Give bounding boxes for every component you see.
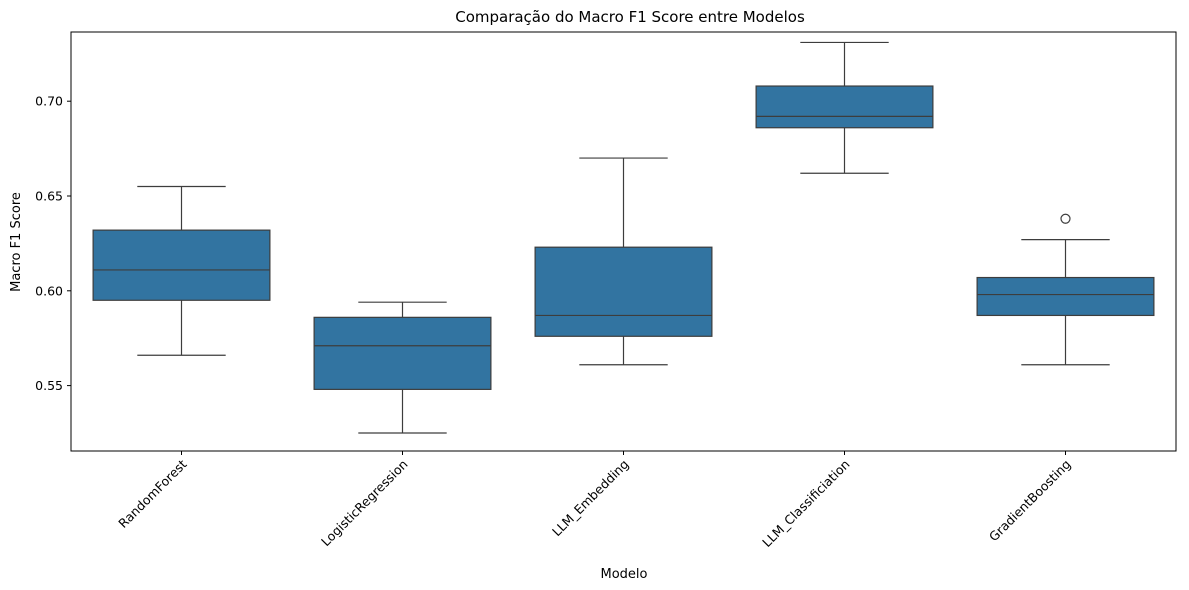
chart-title: Comparação do Macro F1 Score entre Model… [455, 8, 805, 26]
plot-area [92, 41, 1155, 434]
x-tick-label: LogisticRegression [318, 457, 411, 550]
box-group [313, 301, 492, 434]
box-group [976, 213, 1155, 366]
box-iqr [755, 85, 934, 129]
y-tick-label: 0.60 [35, 283, 63, 298]
box-group [92, 185, 271, 356]
box-iqr [976, 276, 1155, 317]
box-iqr [534, 246, 713, 337]
y-tick-label: 0.70 [35, 94, 63, 109]
x-tick-label: LLM_Embedding [549, 457, 632, 540]
box-iqr [92, 229, 271, 301]
y-tick-label: 0.65 [35, 188, 63, 203]
x-tick-label: GradientBoosting [986, 457, 1074, 545]
x-axis-label: Modelo [601, 567, 648, 582]
box-group [534, 157, 713, 366]
box-iqr [313, 316, 492, 390]
y-axis-label: Macro F1 Score [9, 192, 24, 292]
y-axis: 0.55 0.60 0.65 0.70 [35, 94, 71, 393]
x-tick-label: RandomForest [115, 456, 189, 530]
outlier-point [1060, 213, 1071, 224]
y-tick-label: 0.55 [35, 378, 63, 393]
x-axis: RandomForest LogisticRegression LLM_Embedd… [115, 451, 1074, 550]
box-group [755, 41, 934, 174]
x-tick-label: LLM_Classificiation [759, 457, 852, 550]
